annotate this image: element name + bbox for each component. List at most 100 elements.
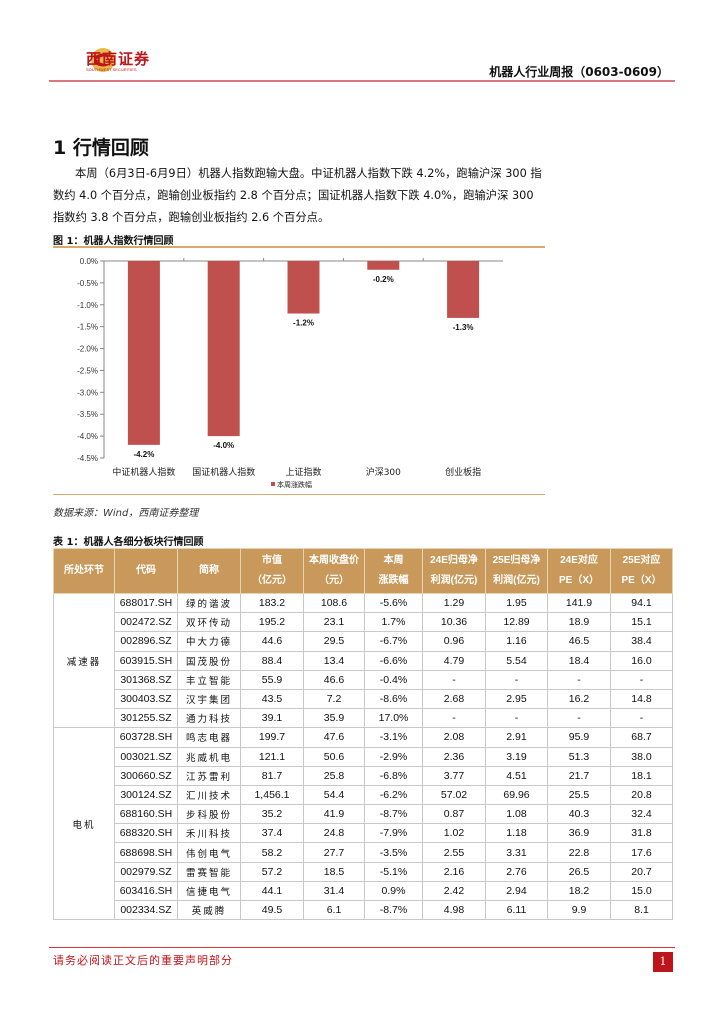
table-row: 电机 603728.SH 鸣志电器 199.7 47.6 -3.1% 2.08 2.91 95.… [53, 727, 673, 921]
table-row: 002472.SZ 双环传动 195.2 23.1 1.7% 10.36 12.89 18.9… [54, 612, 673, 633]
value-cell: 24.8 [303, 823, 365, 844]
column-header-line: 24E归母净 [430, 555, 478, 566]
value-cell: 31.4 [303, 880, 365, 902]
footer-divider [49, 947, 675, 948]
value-cell: 4.79 [422, 650, 486, 671]
value-cell: - [610, 669, 673, 690]
x-tick-label: 中证机器人指数 [112, 466, 175, 478]
value-cell: 49.5 [240, 899, 304, 921]
column-header: 市值 （亿元） [240, 548, 304, 594]
name-cell: 伟创电气 [177, 842, 241, 863]
value-cell: 13.4 [303, 650, 365, 671]
value-cell: -6.6% [364, 650, 423, 671]
value-cell: 20.7 [610, 861, 673, 882]
value-cell: -8.7% [364, 899, 423, 921]
value-cell: 121.1 [240, 746, 304, 767]
segment-cell: 电机 [53, 727, 115, 921]
value-cell: - [485, 669, 548, 690]
bar-chart: 0.0% -0.5% -1.0% -1.5% -2.0% -2.5% -3.0% -3.5% -… [77, 257, 503, 489]
y-tick-label: -3.5% [77, 410, 98, 419]
value-cell: 10.36 [422, 612, 486, 633]
value-cell: 47.6 [303, 727, 365, 748]
code-cell: 688320.SH [114, 823, 178, 844]
data-label: -1.2% [293, 319, 314, 328]
value-cell: 2.94 [485, 880, 548, 902]
y-tick-label: -1.0% [77, 301, 98, 310]
value-cell: 2.16 [422, 861, 486, 882]
value-cell: 18.2 [547, 880, 611, 902]
code-cell: 301255.SZ [114, 708, 178, 729]
table-row: 688320.SH 禾川科技 37.4 24.8 -7.9% 1.02 1.18 36.9 31… [54, 823, 673, 844]
value-cell: 94.1 [610, 592, 673, 614]
table-row: 002896.SZ 中大力德 44.6 29.5 -6.7% 0.96 1.16 46.5 38… [54, 631, 673, 652]
y-tick-label: -3.0% [77, 388, 98, 397]
value-cell: 31.8 [610, 823, 673, 844]
value-cell: 2.08 [422, 727, 486, 748]
value-cell: 68.7 [610, 727, 673, 748]
bar [447, 261, 480, 318]
table-row: 688160.SH 步科股份 35.2 41.9 -8.7% 0.87 1.08 40.3 32… [54, 804, 673, 825]
value-cell: -5.1% [364, 861, 423, 882]
value-cell: 39.1 [240, 708, 304, 729]
column-header-line: 利润(亿元) [493, 575, 540, 586]
value-cell: - [422, 708, 486, 729]
value-cell: 5.54 [485, 650, 548, 671]
value-cell: -6.7% [364, 631, 423, 652]
code-cell: 002334.SZ [114, 899, 178, 921]
value-cell: -6.8% [364, 765, 423, 786]
table-row: 688698.SH 伟创电气 58.2 27.7 -3.5% 2.55 3.31 22.8 17… [54, 842, 673, 863]
value-cell: 0.9% [364, 880, 423, 902]
value-cell: 58.2 [240, 842, 304, 863]
value-cell: 88.4 [240, 650, 304, 671]
legend-label: 本周涨跌幅 [277, 480, 312, 489]
code-cell: 002896.SZ [114, 631, 178, 652]
logo-text: 西南证券 [86, 50, 151, 68]
column-header: 25E归母净 利润(亿元) [485, 548, 548, 594]
figure-source: 数据来源：Wind，西南证券整理 [53, 508, 199, 519]
value-cell: -6.2% [364, 784, 423, 806]
value-cell: 51.3 [547, 746, 611, 767]
value-cell: -5.6% [364, 592, 423, 614]
sector-table: 所处环节 代码 简称 市值 （亿元） 本周收盘价 （元） 本周 涨跌幅 24E归母净 利润(亿元) 2… [53, 548, 673, 921]
column-header-line: PE（X） [558, 575, 599, 586]
y-tick-label: -2.0% [77, 345, 98, 354]
code-cell: 003021.SZ [114, 746, 178, 767]
bar [367, 261, 400, 270]
code-cell: 002979.SZ [114, 861, 178, 882]
value-cell: 3.19 [485, 746, 548, 767]
data-label: -1.3% [453, 323, 474, 332]
value-cell: 18.5 [303, 861, 365, 882]
value-cell: 38.0 [610, 746, 673, 767]
value-cell: 0.87 [422, 804, 486, 825]
table-title: 表 1：机器人各细分板块行情回顾 [53, 537, 204, 548]
value-cell: 1.95 [485, 592, 548, 614]
value-cell: 1.02 [422, 823, 486, 844]
y-tick-label: -1.5% [77, 323, 98, 332]
value-cell: 18.9 [547, 612, 611, 633]
column-header-line: 利润(亿元) [430, 575, 478, 586]
value-cell: 141.9 [547, 592, 611, 614]
value-cell: 6.11 [485, 899, 548, 921]
value-cell: 2.42 [422, 880, 486, 902]
code-cell: 688017.SH [114, 592, 178, 614]
header-divider [49, 80, 675, 82]
x-tick-label: 沪深300 [366, 466, 401, 478]
value-cell: - [422, 669, 486, 690]
y-tick-label: 0.0% [80, 257, 98, 266]
value-cell: 43.5 [240, 688, 304, 710]
value-cell: 17.6 [610, 842, 673, 863]
figure-divider [53, 246, 545, 248]
value-cell: 32.4 [610, 804, 673, 825]
column-header-line: 24E对应 [560, 555, 598, 566]
table-header-row: 所处环节 代码 简称 市值 （亿元） 本周收盘价 （元） 本周 涨跌幅 24E归母净 利润(亿元) 2… [53, 548, 673, 594]
code-cell: 300403.SZ [114, 688, 178, 710]
value-cell: 46.6 [303, 669, 365, 690]
value-cell: 14.8 [610, 688, 673, 710]
x-tick-label: 上证指数 [285, 466, 321, 478]
value-cell: 18.4 [547, 650, 611, 671]
name-cell: 汉宇集团 [177, 688, 241, 710]
table-row: 301255.SZ 通力科技 39.1 35.9 17.0% - - - - [54, 708, 673, 729]
value-cell: 40.3 [547, 804, 611, 825]
value-cell: 1.18 [485, 823, 548, 844]
value-cell: -8.7% [364, 804, 423, 825]
